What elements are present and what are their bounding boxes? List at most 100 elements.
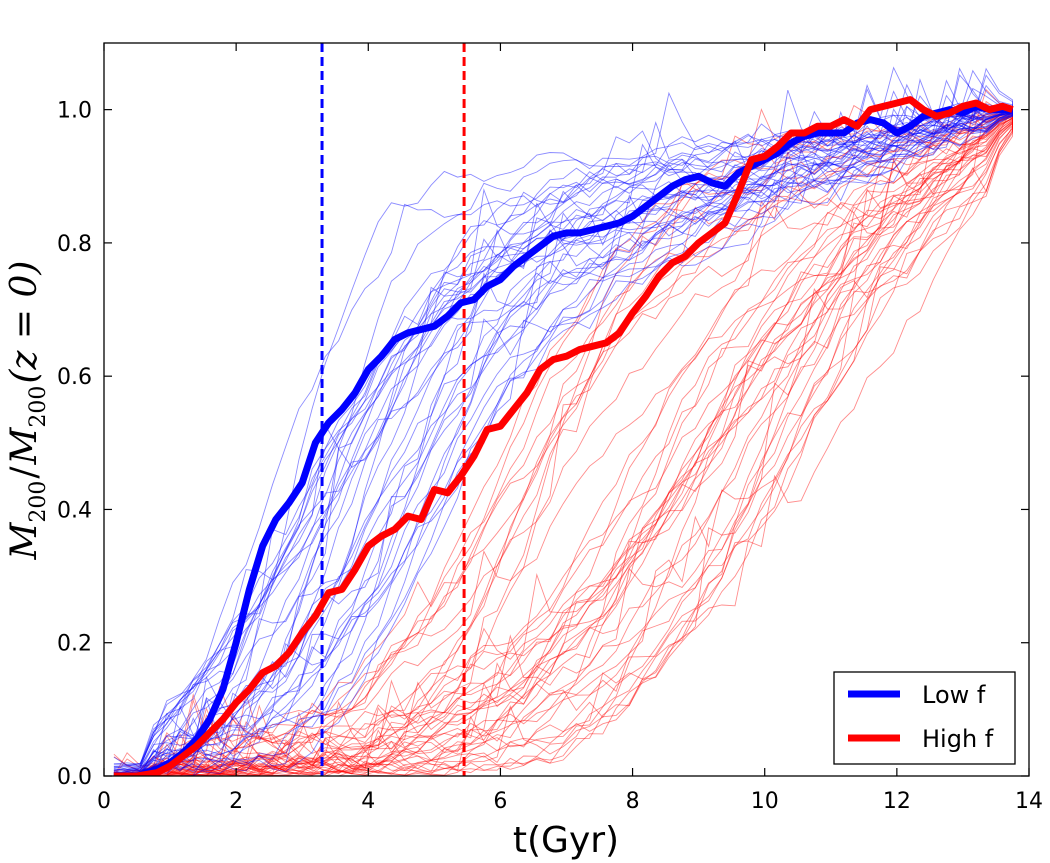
low-f-track-36 <box>113 69 1013 776</box>
median-series <box>113 96 1014 776</box>
y-tick-label-2: 0.4 <box>57 498 92 523</box>
low-f-track-2 <box>113 109 1013 775</box>
high-f-track-34 <box>113 109 1013 776</box>
high-f-track-23 <box>113 109 1013 776</box>
low-f-track-17 <box>113 78 1013 776</box>
high-f-track-18 <box>113 109 1013 776</box>
high-f-track-1 <box>113 109 1013 776</box>
low-f-track-14 <box>113 74 1013 776</box>
high-f-track-6 <box>113 109 1013 776</box>
axis-ticks <box>103 43 1030 777</box>
low-f-track-33 <box>113 109 1013 766</box>
high-f-track-36 <box>113 109 1013 776</box>
x-tick-label-7: 14 <box>1015 789 1043 814</box>
low-f-track-37 <box>113 94 1013 770</box>
low-f-track-31 <box>113 79 1013 776</box>
high-f-track-33 <box>113 109 1013 776</box>
high-f-track-31 <box>113 109 1013 776</box>
high-f-track-15 <box>113 109 1013 776</box>
high-f-track-28 <box>113 109 1013 776</box>
high-f-track-35 <box>113 109 1013 776</box>
high-f-track-4 <box>113 109 1013 776</box>
high-f-track-41 <box>113 109 1013 776</box>
high-f-track-37 <box>113 109 1013 776</box>
individual-tracks <box>113 66 1013 776</box>
low-f-track-3 <box>113 109 1013 771</box>
x-tick-label-4: 8 <box>626 789 640 814</box>
high-f-track-12 <box>113 109 1013 776</box>
high-f-track-2 <box>113 108 1013 776</box>
y-tick-label-4: 0.8 <box>57 232 92 257</box>
high-f-track-5 <box>113 88 1013 776</box>
high-f-track-0 <box>113 109 1013 776</box>
high-f-track-10 <box>113 109 1013 776</box>
high-f-track-19 <box>113 109 1013 776</box>
low-f-track-18 <box>113 67 1013 776</box>
high-f-track-22 <box>113 109 1013 776</box>
low-f-track-35 <box>113 105 1013 776</box>
series-line-low-f <box>113 102 1013 776</box>
high-f-track-14 <box>113 109 1013 776</box>
x-tick-label-2: 4 <box>361 789 375 814</box>
low-f-track-12 <box>113 109 1013 767</box>
high-f-track-45 <box>113 109 1013 776</box>
high-f-track-17 <box>113 109 1013 776</box>
high-f-track-21 <box>113 107 1013 771</box>
x-tick-label-5: 10 <box>751 789 779 814</box>
x-tick-label-1: 2 <box>229 789 243 814</box>
low-f-track-7 <box>113 84 1013 776</box>
plot-frame <box>103 42 1030 777</box>
x-tick-label-3: 6 <box>493 789 507 814</box>
legend: Low f High f <box>833 671 1016 765</box>
formation-time-lines <box>320 43 466 776</box>
low-f-track-16 <box>113 109 1013 776</box>
high-f-track-16 <box>113 109 1013 776</box>
low-f-track-21 <box>113 87 1013 776</box>
legend-box <box>833 671 1016 765</box>
high-f-track-30 <box>113 109 1013 776</box>
legend-high-f-label: High f <box>922 725 994 753</box>
low-f-track-6 <box>113 109 1013 772</box>
high-f-track-3 <box>113 109 1013 772</box>
high-f-track-38 <box>113 109 1013 776</box>
x-tick-label-0: 0 <box>97 789 111 814</box>
low-f-track-26 <box>113 91 1013 774</box>
low-f-track-13 <box>113 109 1013 776</box>
low-f-track-27 <box>113 106 1013 776</box>
high-f-track-25 <box>113 109 1013 776</box>
low-f-track-9 <box>113 109 1013 772</box>
low-f-track-23 <box>113 109 1013 776</box>
series-line-high-f <box>113 96 1014 776</box>
low-f-track-22 <box>113 103 1013 776</box>
low-f-track-4 <box>113 108 1013 765</box>
low-f-track-25 <box>113 83 1013 769</box>
high-f-track-42 <box>113 109 1013 776</box>
high-f-track-26 <box>113 109 1013 776</box>
x-tick-labels: 0 2 4 6 8 10 12 14 <box>97 789 1043 814</box>
low-f-track-20 <box>113 109 1013 776</box>
y-tick-label-0: 0.0 <box>57 765 92 790</box>
low-f-track-15 <box>113 67 1013 771</box>
low-f-track-19 <box>113 95 1013 775</box>
low-f-track-30 <box>113 109 1013 768</box>
high-f-track-39 <box>113 109 1013 776</box>
legend-low-f-label: Low f <box>922 681 986 709</box>
y-tick-labels: 0.0 0.2 0.4 0.6 0.8 1.0 <box>57 99 92 790</box>
y-tick-label-3: 0.6 <box>57 365 92 390</box>
high-f-track-27 <box>113 109 1013 776</box>
high-f-track-43 <box>113 109 1013 776</box>
low-f-track-28 <box>113 83 1013 776</box>
high-f-track-29 <box>113 109 1013 776</box>
x-axis-label: t(Gyr) <box>513 820 619 861</box>
high-f-track-7 <box>113 109 1013 776</box>
high-f-track-20 <box>113 109 1013 776</box>
y-axis-label: M200/M200(z = 0) <box>4 261 51 561</box>
low-f-track-29 <box>113 109 1013 774</box>
x-tick-label-6: 12 <box>883 789 911 814</box>
high-f-track-8 <box>113 109 1013 776</box>
high-f-track-13 <box>113 109 1013 776</box>
y-tick-label-1: 0.2 <box>57 632 92 657</box>
low-f-track-11 <box>113 109 1013 776</box>
low-f-track-10 <box>113 109 1013 772</box>
